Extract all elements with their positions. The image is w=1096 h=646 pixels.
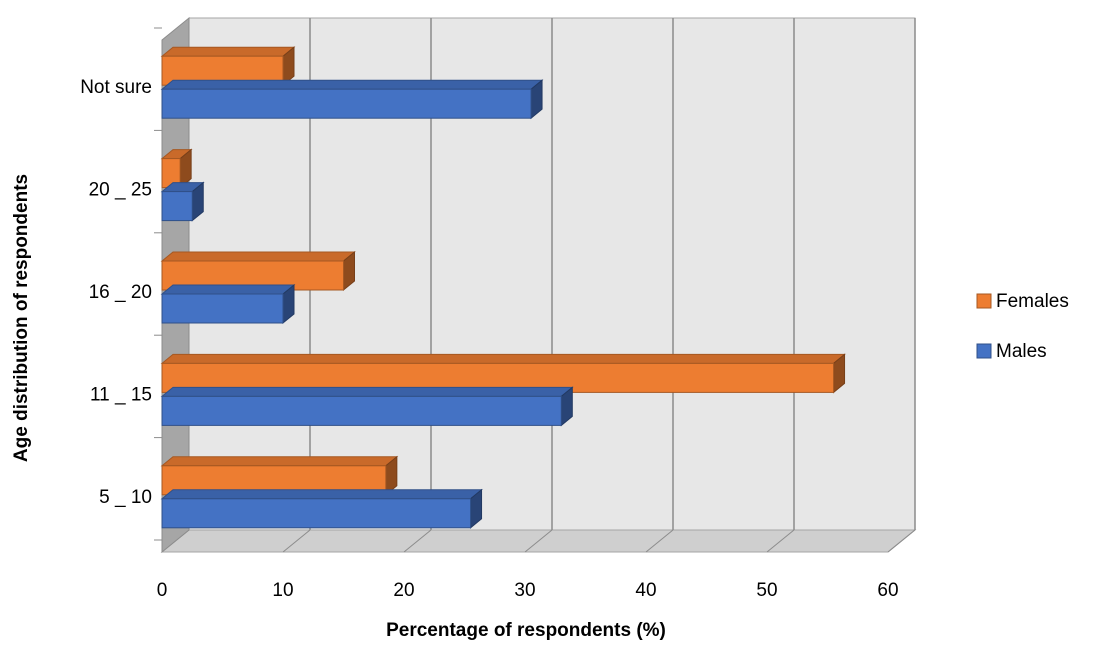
- legend-swatch-males: [976, 343, 992, 359]
- axes: 0 10 20 30 40 50 60 5 _ 10 11 _ 15 16 _ 20 20 _ 25…: [80, 27, 899, 601]
- bars: [160, 46, 846, 529]
- bar-females-1-top: [160, 353, 846, 364]
- bar-females-0-top: [160, 456, 399, 467]
- legend: Females Males: [976, 291, 1069, 362]
- bar-males-1-front: [161, 395, 562, 426]
- bar-males-4-top: [160, 79, 544, 90]
- legend-label-females: Females: [996, 291, 1069, 312]
- bar-females-2-top: [160, 251, 356, 262]
- bar-males-2-front: [161, 293, 284, 324]
- floor-gridline-20: [403, 529, 432, 553]
- bar-males-1-top: [160, 386, 574, 397]
- x-tick-label: 40: [635, 580, 656, 601]
- floor-gridline-10: [282, 529, 311, 553]
- floor-gridline-50: [766, 529, 795, 553]
- bar-males-0-front: [161, 498, 472, 529]
- bar-females-2: [160, 250, 356, 292]
- bar-males-4-front: [161, 88, 532, 119]
- bar-males-4: [160, 79, 544, 120]
- legend-label-males: Males: [996, 341, 1047, 362]
- y-tick-label: 11 _ 15: [90, 384, 152, 405]
- x-tick-label: 30: [514, 580, 535, 601]
- floor-gridline-40: [645, 529, 674, 553]
- bar-females-4: [160, 46, 296, 87]
- bar-males-2: [160, 283, 296, 325]
- bar-females-1: [160, 353, 846, 394]
- legend-swatch-females: [976, 293, 992, 309]
- x-tick-label: 0: [157, 580, 168, 601]
- y-tick-label: 5 _ 10: [99, 487, 152, 508]
- x-axis-title: Percentage of respondents (%): [386, 620, 666, 641]
- x-tick-label: 60: [877, 580, 898, 601]
- y-tick-label: Not sure: [80, 77, 152, 98]
- bar-males-3: [160, 181, 205, 222]
- floor-gridline-30: [524, 529, 553, 553]
- bar-males-1: [160, 386, 574, 427]
- y-axis-title: Age distribution of respondents: [11, 174, 32, 462]
- bar-females-0: [160, 455, 399, 496]
- bar-males-3-front: [161, 191, 193, 222]
- bar-males-2-top: [160, 284, 296, 295]
- y-tick-label: 20 _ 25: [89, 180, 152, 201]
- floor-gridline-60: [887, 529, 916, 553]
- x-tick-label: 20: [393, 580, 414, 601]
- bar-females-3: [160, 148, 193, 189]
- bar-males-0-top: [160, 489, 483, 500]
- bar-males-0: [160, 488, 483, 529]
- x-tick-label: 10: [272, 580, 293, 601]
- x-tick-label: 50: [756, 580, 777, 601]
- y-tick-label: 16 _ 20: [89, 282, 152, 303]
- bar-females-4-top: [160, 46, 296, 57]
